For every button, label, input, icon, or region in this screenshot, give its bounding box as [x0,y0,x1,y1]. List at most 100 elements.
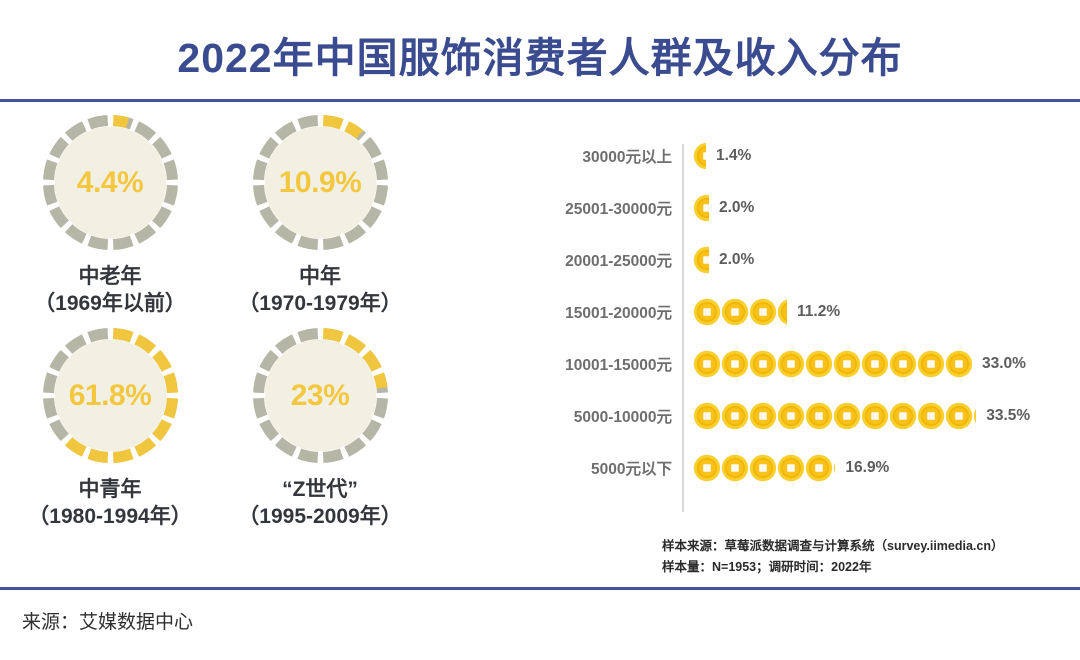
source-label: 来源：艾媒数据中心 [22,612,194,633]
donut-face [54,126,166,239]
donut-segment-gap [255,153,270,164]
coin-icon [693,402,721,430]
donut-segment-gap [107,238,113,251]
chart-row: 5000元以下 16.9% [520,452,1080,484]
coin-icon [693,350,721,378]
donut-segment-gap [165,392,179,399]
donut-segment-gap [269,345,283,358]
donut-segment-gap [317,327,323,340]
donut-segment-gap [160,201,175,212]
donut-segment-gap [129,232,139,247]
chart-row-label: 20001-25000元 [565,253,672,270]
donut-chart: 4.4% [38,110,183,255]
donut-chart: 23% [248,323,393,468]
coin-icon [721,350,749,378]
chart-row-value: 11.2% [797,303,841,320]
donut-segment-gap [251,179,265,186]
header-divider [0,99,1080,102]
coin-icon [749,298,777,326]
donut-segment-gap [41,392,55,399]
donut-segment-gap [291,445,301,460]
donut-percent-value: 23% [290,378,350,412]
donut-ring [251,327,389,464]
donut-segment-gap [41,179,55,186]
donut-face [264,126,376,239]
coin-icon [945,402,973,430]
coin-icon [833,461,836,475]
donut-segment-gap [160,366,175,377]
donut-segment-gap [59,345,73,358]
coin-icon [833,350,861,378]
donut-percent-value: 10.9% [278,165,362,199]
donut-group-range: （1969年以前） [34,291,186,315]
chart-row-bar [692,141,706,171]
donut-percent-value: 61.8% [68,378,152,412]
chart-row-label: 30000元以上 [582,149,672,166]
donut-segment-gap [107,114,113,127]
footnote-sample-source: 样本来源：草莓派数据调查与计算系统（survey.iimedia.cn） [662,539,1004,553]
chart-row-value: 2.0% [718,199,755,216]
coin-icon [777,350,805,378]
donut-segment-gap [255,201,270,212]
donut-segment-gap [357,132,371,145]
donut-group-range: （1970-1979年） [238,291,402,315]
coin-icon [861,402,889,430]
donut-segment-gap [45,201,60,212]
donut-segment-gap [255,366,270,377]
chart-row: 15001-20000元 11.2% [520,296,1080,328]
donut-segment-gap [370,153,385,164]
donut-ring [41,327,179,464]
donut-segment-gap [339,118,349,133]
coin-icon [693,454,721,482]
chart-row-bar [692,193,709,223]
donut-segment-gap [147,220,161,233]
coin-icon [693,142,706,170]
donut-segment-gap [291,118,301,133]
donut-segment-gap [160,153,175,164]
donut-segment-gap [107,327,113,340]
coin-icon [693,298,721,326]
donut-card: 10.9% 中年 （1970-1979年） [210,110,430,318]
donut-segment-gap [291,331,301,346]
page-title: 2022年中国服饰消费者人群及收入分布 [177,35,903,81]
coin-icon [889,402,917,430]
donut-segment-gap [45,153,60,164]
chart-row: 10001-15000元 33.0% [520,348,1080,380]
coin-icon [833,402,861,430]
donut-segment-gap [45,414,60,425]
coin-icon [945,350,972,378]
donut-segment-gap [107,451,113,464]
donut-group-name: 中老年 [78,265,142,288]
donut-chart: 61.8% [38,323,183,468]
donut-segment-gap [165,179,179,186]
donut-segment-gap [129,118,139,133]
donut-segment-gap [291,232,301,247]
donut-segment-gap [357,433,371,446]
donut-segment-gap [147,345,161,358]
donut-card: 4.4% 中老年 （1969年以前） [0,110,220,318]
chart-row: 5000-10000元 33.5% [520,400,1080,432]
chart-row-value: 33.5% [986,407,1031,424]
donut-segment-gap [370,366,385,377]
coin-icon [889,350,917,378]
donut-segment-gap [317,114,323,127]
donut-segment-gap [357,345,371,358]
chart-row-bar [692,245,709,275]
coin-icon [693,194,709,222]
chart-row: 30000元以上 1.4% [520,140,1080,172]
donut-segment-gap [339,232,349,247]
chart-row-value: 1.4% [716,147,752,164]
donut-segment-gap [59,433,73,446]
donut-segment-gap [370,414,385,425]
chart-row-bar [692,349,972,379]
coin-icon [861,350,889,378]
donut-segment-gap [370,201,385,212]
donut-segment-gap [160,414,175,425]
income-distribution-chart: 30000元以上 1.4% 25001-30000元 2.0% 20001-25000元… [520,140,1080,530]
donut-segment-gap [339,331,349,346]
coin-icon [917,350,945,378]
donut-card: 61.8% 中青年 （1980-1994年） [0,323,220,531]
donut-card: 23% “Z世代” （1995-2009年） [210,323,430,531]
donut-segment-gap [375,179,389,186]
chart-row-bar [692,401,977,431]
